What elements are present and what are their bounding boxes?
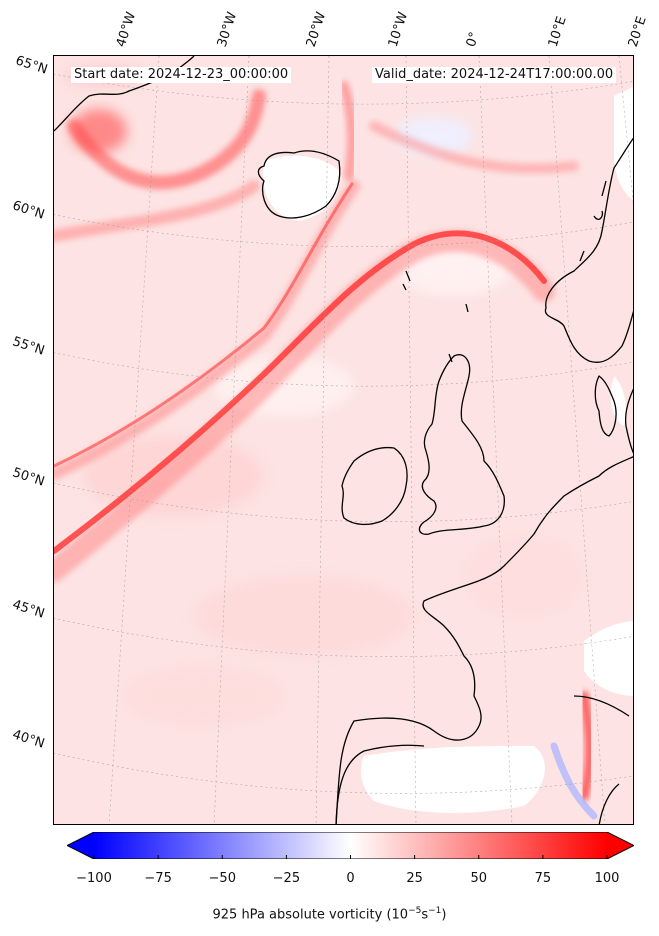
vorticity-map	[53, 55, 634, 825]
colorbar	[67, 832, 634, 859]
coastlines	[54, 56, 633, 824]
lat-label-65: 65°N	[13, 53, 50, 78]
colorbar-tick-label: 50	[470, 871, 488, 886]
sweden-south	[624, 388, 633, 454]
lon-label-10e: 10°E	[545, 14, 570, 50]
colorbar-tick-label: −75	[144, 871, 172, 886]
iberia-coast	[335, 744, 425, 824]
colorbar-extend-max	[607, 832, 634, 859]
colorbar-tick-label: 25	[406, 871, 423, 886]
lon-label-0: 0°	[463, 30, 483, 49]
lon-label-30w: 30°W	[214, 10, 241, 49]
map-canvas	[54, 56, 633, 824]
low-vorticity-areas	[263, 86, 633, 813]
lat-label-55: 55°N	[10, 334, 47, 359]
faroe-shetland	[402, 270, 469, 363]
colorbar-title: 925 hPa absolute vorticity (10−5s−1)	[212, 906, 447, 923]
scandinavia-coast	[544, 137, 633, 363]
norway-islands	[579, 180, 607, 262]
colorbar-tick-label: 100	[594, 871, 620, 886]
graticule	[54, 56, 633, 824]
lat-label-40: 40°N	[10, 727, 47, 752]
lat-label-50: 50°N	[10, 465, 47, 490]
africa-coast	[573, 695, 630, 824]
colorbar-tick-label: −50	[208, 871, 236, 886]
lon-label-20e: 20°E	[625, 14, 650, 50]
britain-coast	[418, 354, 505, 535]
colorbar-tick-label: 75	[534, 871, 552, 886]
iceland-coast	[257, 150, 341, 219]
lat-label-60: 60°N	[10, 198, 47, 223]
start-date-label: Start date: 2024-12-23_00:00:00	[71, 67, 292, 83]
colorbar-tick-label: 0	[346, 871, 355, 886]
denmark-coast	[594, 375, 617, 437]
valid-date-label: Valid_date: 2024-12-24T17:00:00.00	[372, 67, 617, 83]
ireland-coast	[341, 446, 408, 526]
lat-label-45: 45°N	[10, 597, 47, 622]
colorbar-tick-label: −100	[76, 871, 112, 886]
vorticity-bands	[54, 81, 598, 820]
colorbar-tick-label: −25	[272, 871, 301, 886]
colorbar-gradient	[94, 832, 607, 859]
lon-label-20w: 20°W	[303, 10, 330, 49]
lon-label-10w: 10°W	[385, 10, 412, 49]
lon-label-40w: 40°W	[113, 10, 140, 49]
colorbar-extend-min	[67, 832, 94, 859]
europe-mainland-coast	[335, 456, 633, 824]
